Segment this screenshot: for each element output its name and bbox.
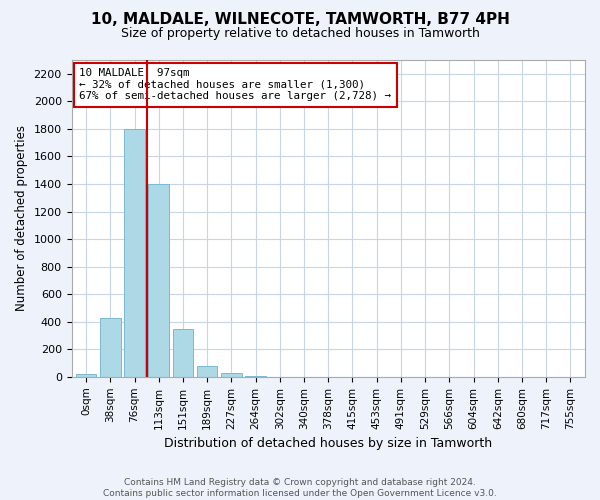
Bar — [76, 374, 97, 377]
Text: Size of property relative to detached houses in Tamworth: Size of property relative to detached ho… — [121, 28, 479, 40]
X-axis label: Distribution of detached houses by size in Tamworth: Distribution of detached houses by size … — [164, 437, 493, 450]
Bar — [221, 374, 242, 377]
Text: Contains HM Land Registry data © Crown copyright and database right 2024.
Contai: Contains HM Land Registry data © Crown c… — [103, 478, 497, 498]
Bar — [148, 184, 169, 377]
Text: 10, MALDALE, WILNECOTE, TAMWORTH, B77 4PH: 10, MALDALE, WILNECOTE, TAMWORTH, B77 4P… — [91, 12, 509, 28]
Bar — [100, 318, 121, 377]
Bar — [124, 129, 145, 377]
Bar — [245, 376, 266, 377]
Bar — [197, 366, 217, 377]
Y-axis label: Number of detached properties: Number of detached properties — [15, 126, 28, 312]
Text: 10 MALDALE: 97sqm
← 32% of detached houses are smaller (1,300)
67% of semi-detac: 10 MALDALE: 97sqm ← 32% of detached hous… — [79, 68, 391, 101]
Bar — [173, 328, 193, 377]
